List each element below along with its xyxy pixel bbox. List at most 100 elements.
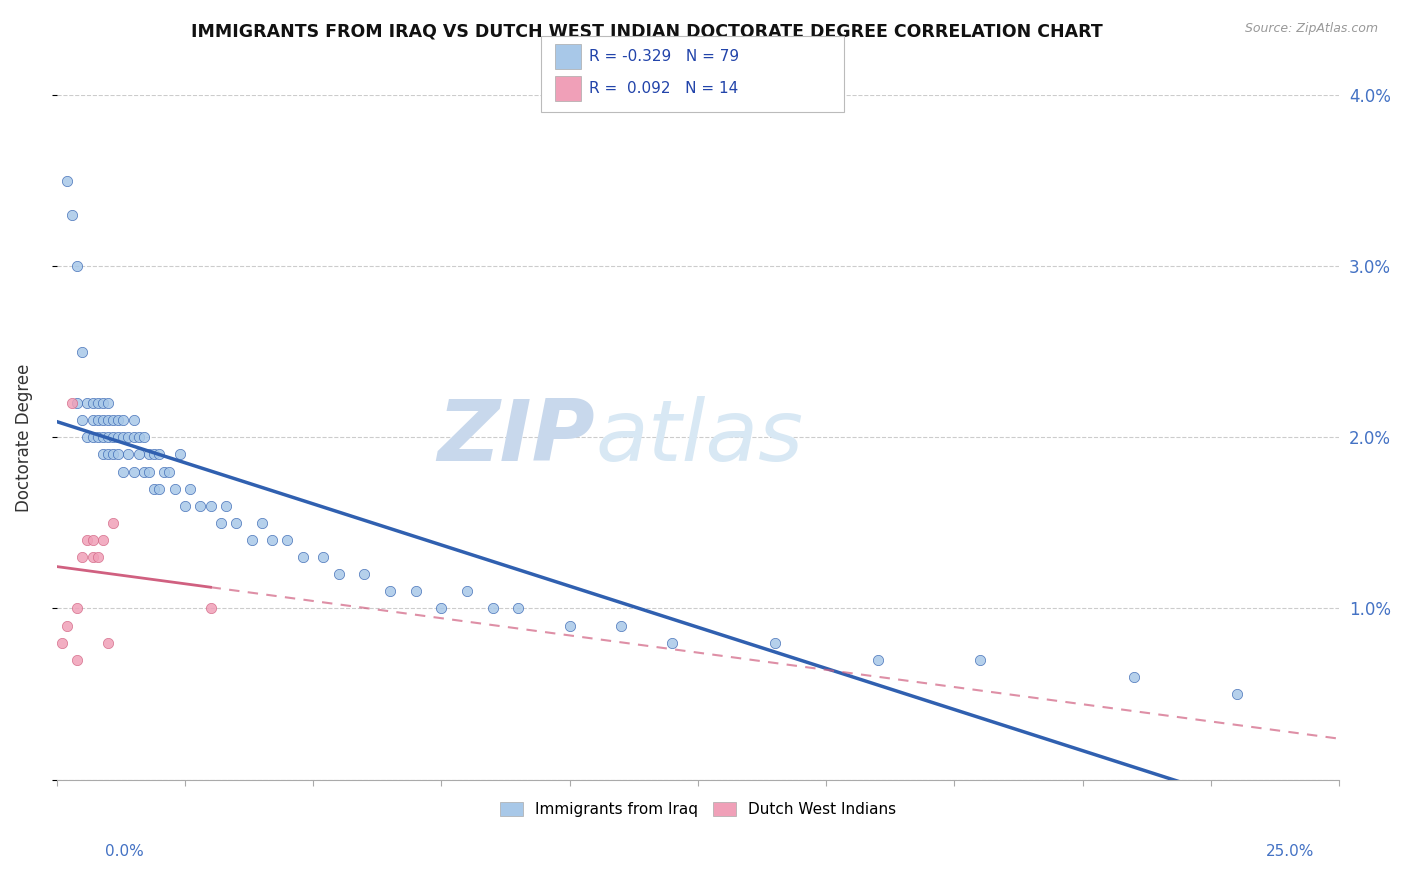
- Point: [1226, 687, 1249, 701]
- Point: [60, 396, 83, 410]
- Point: [66, 396, 89, 410]
- Point: [143, 448, 166, 462]
- Point: [148, 482, 170, 496]
- Point: [112, 430, 135, 444]
- Point: [328, 567, 350, 582]
- Point: [66, 653, 89, 667]
- Point: [1123, 670, 1146, 684]
- Point: [969, 653, 991, 667]
- Point: [117, 430, 139, 444]
- Point: [82, 396, 104, 410]
- Point: [91, 430, 114, 444]
- Point: [128, 430, 150, 444]
- Point: [107, 413, 129, 427]
- Point: [262, 533, 284, 547]
- Point: [107, 430, 129, 444]
- Point: [117, 448, 139, 462]
- Point: [56, 618, 79, 632]
- Point: [97, 636, 120, 650]
- Point: [209, 516, 232, 530]
- Point: [97, 430, 120, 444]
- Point: [173, 499, 195, 513]
- Point: [60, 208, 83, 222]
- Point: [112, 465, 135, 479]
- Point: [112, 413, 135, 427]
- Point: [200, 601, 222, 615]
- Point: [76, 396, 98, 410]
- Point: [378, 584, 401, 599]
- Text: R =  0.092   N = 14: R = 0.092 N = 14: [589, 81, 738, 95]
- Point: [661, 636, 683, 650]
- Text: IMMIGRANTS FROM IRAQ VS DUTCH WEST INDIAN DOCTORATE DEGREE CORRELATION CHART: IMMIGRANTS FROM IRAQ VS DUTCH WEST INDIA…: [191, 22, 1102, 40]
- Text: ZIP: ZIP: [437, 396, 595, 479]
- Text: atlas: atlas: [595, 396, 803, 479]
- Point: [66, 601, 89, 615]
- Point: [163, 482, 186, 496]
- Point: [51, 636, 73, 650]
- Point: [250, 516, 273, 530]
- Point: [763, 636, 786, 650]
- Point: [240, 533, 263, 547]
- Point: [122, 413, 145, 427]
- Point: [179, 482, 201, 496]
- Point: [291, 550, 314, 565]
- Text: 0.0%: 0.0%: [105, 845, 145, 859]
- Point: [91, 396, 114, 410]
- Text: R = -0.329   N = 79: R = -0.329 N = 79: [589, 49, 740, 63]
- Point: [86, 430, 108, 444]
- Point: [169, 448, 191, 462]
- Text: 25.0%: 25.0%: [1267, 845, 1315, 859]
- Point: [91, 448, 114, 462]
- Point: [72, 550, 94, 565]
- Text: Source: ZipAtlas.com: Source: ZipAtlas.com: [1244, 22, 1378, 36]
- Point: [558, 618, 581, 632]
- Point: [101, 448, 124, 462]
- Point: [97, 396, 120, 410]
- Point: [101, 430, 124, 444]
- Point: [82, 413, 104, 427]
- Point: [866, 653, 889, 667]
- Point: [456, 584, 478, 599]
- Point: [86, 396, 108, 410]
- Point: [405, 584, 427, 599]
- Point: [508, 601, 530, 615]
- Point: [132, 465, 155, 479]
- Point: [200, 499, 222, 513]
- Point: [91, 413, 114, 427]
- Point: [76, 533, 98, 547]
- Point: [481, 601, 503, 615]
- Point: [188, 499, 211, 513]
- Point: [430, 601, 453, 615]
- Point: [138, 465, 160, 479]
- Point: [143, 482, 166, 496]
- Point: [82, 533, 104, 547]
- Point: [132, 430, 155, 444]
- Point: [107, 448, 129, 462]
- Point: [76, 430, 98, 444]
- Point: [91, 533, 114, 547]
- Point: [610, 618, 633, 632]
- Point: [86, 550, 108, 565]
- Point: [56, 174, 79, 188]
- Point: [86, 413, 108, 427]
- Point: [82, 430, 104, 444]
- Point: [148, 448, 170, 462]
- Point: [97, 448, 120, 462]
- Point: [215, 499, 238, 513]
- Point: [82, 550, 104, 565]
- Point: [101, 516, 124, 530]
- Point: [159, 465, 181, 479]
- Point: [122, 430, 145, 444]
- Point: [353, 567, 375, 582]
- Point: [138, 448, 160, 462]
- Point: [101, 413, 124, 427]
- Y-axis label: Doctorate Degree: Doctorate Degree: [15, 363, 32, 511]
- Point: [72, 344, 94, 359]
- Point: [153, 465, 176, 479]
- Point: [312, 550, 335, 565]
- Point: [72, 413, 94, 427]
- Point: [128, 448, 150, 462]
- Point: [66, 259, 89, 273]
- Point: [97, 413, 120, 427]
- Point: [122, 465, 145, 479]
